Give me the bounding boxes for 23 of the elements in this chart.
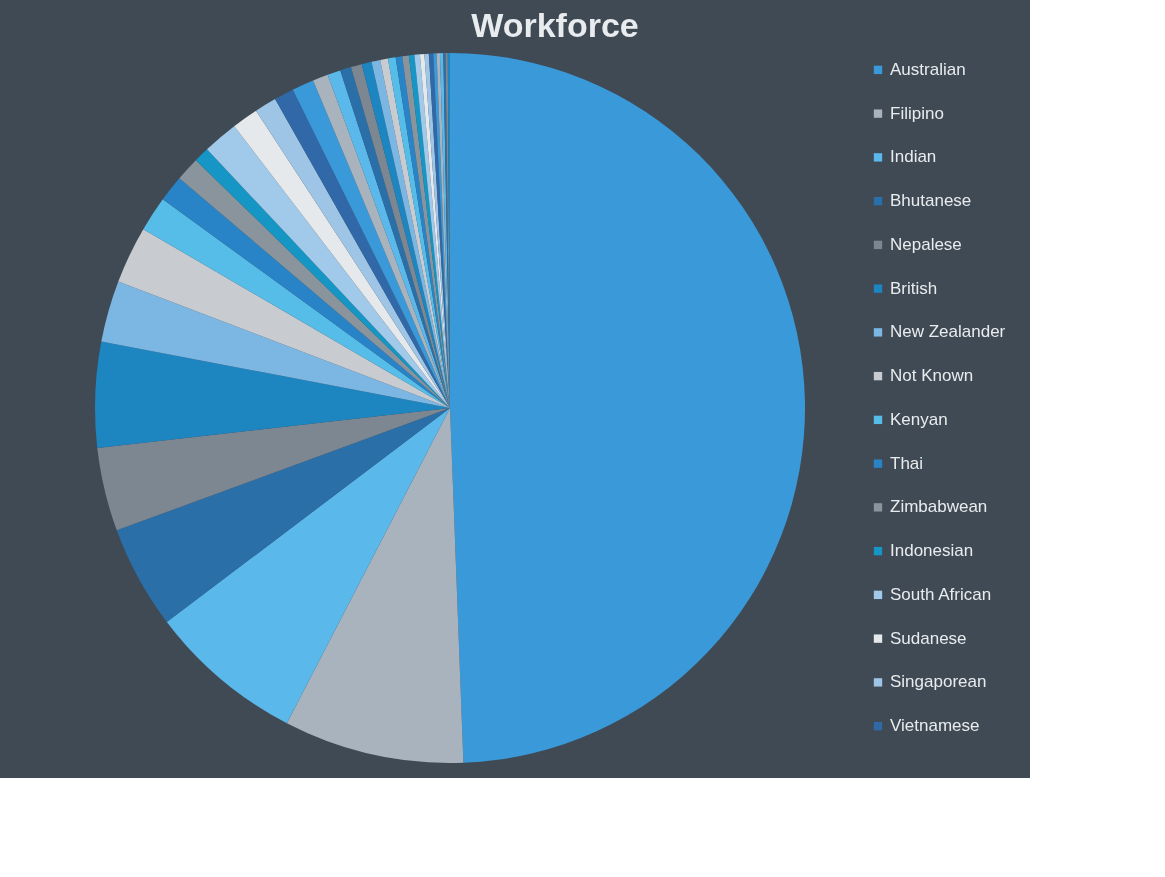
chart-title: Workforce <box>471 6 639 44</box>
legend-label: British <box>890 278 938 298</box>
pie-slice <box>101 281 450 408</box>
pie-slice <box>95 341 450 449</box>
legend-label: New Zealander <box>890 322 1006 342</box>
pie-slice <box>286 408 464 763</box>
pie-slice <box>97 408 450 531</box>
legend-label: Singaporean <box>890 672 987 692</box>
legend-label: Filipino <box>890 103 944 123</box>
legend-label: Not Known <box>890 366 974 386</box>
legend-label: Nepalese <box>890 234 962 254</box>
pie-slice <box>118 229 450 408</box>
legend-label: Bhutanese <box>890 191 972 211</box>
pie-slice <box>116 408 450 623</box>
legend-label: South African <box>890 584 992 604</box>
legend-label: Thai <box>890 453 924 473</box>
legend-label: Sudanese <box>890 628 967 648</box>
legend-label: Indonesian <box>890 541 974 561</box>
legend-label: Indian <box>890 147 937 167</box>
legend-label: Zimbabwean <box>890 497 988 517</box>
legend-label: Vietnamese <box>890 716 980 736</box>
legend-label: Australian <box>890 59 966 79</box>
legend-label: Kenyan <box>890 409 948 429</box>
